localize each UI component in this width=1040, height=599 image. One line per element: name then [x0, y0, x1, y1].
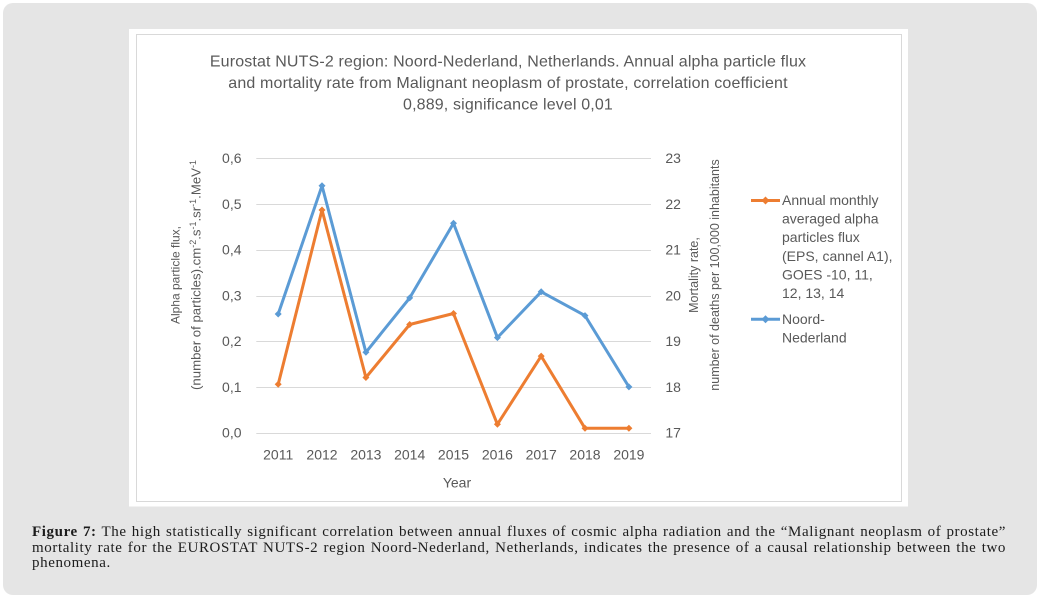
svg-text:Alpha particle flux,: Alpha particle flux, — [169, 226, 183, 324]
svg-text:0,0: 0,0 — [222, 425, 242, 441]
svg-text:Annual monthly: Annual monthly — [782, 192, 879, 208]
svg-text:2012: 2012 — [306, 447, 337, 463]
svg-text:averaged alpha: averaged alpha — [782, 211, 879, 227]
svg-text:2015: 2015 — [438, 447, 469, 463]
svg-text:12, 13, 14: 12, 13, 14 — [782, 285, 844, 301]
svg-text:Noord-: Noord- — [782, 311, 825, 327]
svg-text:Year: Year — [443, 475, 472, 491]
svg-text:0,5: 0,5 — [222, 196, 242, 212]
svg-text:0,6: 0,6 — [222, 150, 242, 166]
svg-text:23: 23 — [665, 150, 681, 166]
svg-text:2011: 2011 — [263, 447, 293, 463]
svg-text:Mortality rate,: Mortality rate, — [687, 237, 701, 313]
svg-text:2018: 2018 — [569, 447, 600, 463]
svg-text:particles flux: particles flux — [782, 229, 860, 245]
svg-text:17: 17 — [665, 425, 681, 441]
svg-text:2013: 2013 — [350, 447, 381, 463]
svg-text:0,4: 0,4 — [222, 242, 242, 258]
svg-text:21: 21 — [665, 242, 681, 258]
svg-text:(EPS, cannel A1),: (EPS, cannel A1), — [782, 248, 893, 264]
svg-text:2017: 2017 — [526, 447, 557, 463]
svg-text:2016: 2016 — [482, 447, 513, 463]
svg-text:18: 18 — [665, 379, 681, 395]
svg-text:0,3: 0,3 — [222, 287, 242, 303]
svg-text:Eurostat NUTS-2 region: Noord-: Eurostat NUTS-2 region: Noord-Nederland,… — [210, 54, 806, 71]
svg-text:22: 22 — [665, 196, 681, 212]
svg-text:Nederland: Nederland — [782, 330, 847, 346]
svg-text:0,2: 0,2 — [222, 333, 242, 349]
svg-text:19: 19 — [665, 333, 681, 349]
svg-text:0,889, significance level 0,01: 0,889, significance level 0,01 — [403, 97, 613, 114]
svg-text:(number of particles).cm-2.s-1: (number of particles).cm-2.s-1.sr-1.MeV-… — [188, 160, 204, 390]
svg-text:0,1: 0,1 — [222, 379, 242, 395]
svg-text:and mortality rate from Malign: and mortality rate from Malignant neopla… — [228, 75, 788, 92]
svg-text:2014: 2014 — [394, 447, 425, 463]
svg-text:GOES -10, 11,: GOES -10, 11, — [782, 266, 873, 282]
svg-text:2019: 2019 — [613, 447, 644, 463]
svg-text:20: 20 — [665, 287, 681, 303]
svg-text:number of deaths per 100,000 i: number of deaths per 100,000 inhabitants — [708, 159, 722, 390]
